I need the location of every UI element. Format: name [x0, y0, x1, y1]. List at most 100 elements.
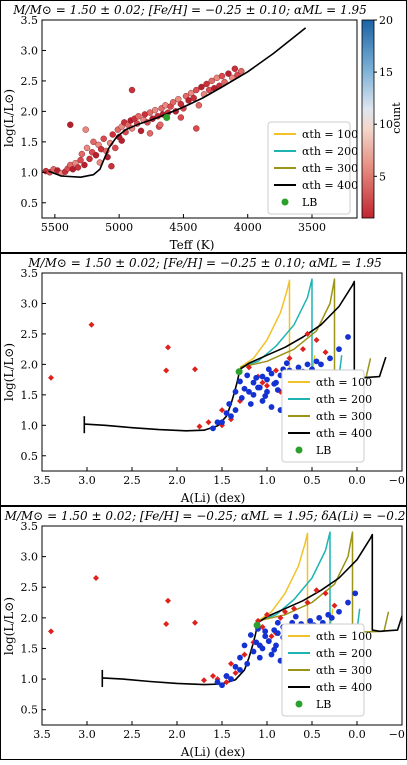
blue-data-point	[242, 386, 248, 392]
panel-3-y-axis-label: log(L/L⊙)	[2, 597, 16, 655]
blue-data-point	[352, 590, 358, 596]
legend-label: αth = 400	[302, 179, 358, 192]
x-tick-label: 1.0	[258, 474, 276, 487]
data-point	[81, 162, 87, 168]
panel-1-x-axis-label: Teff (K)	[170, 238, 215, 252]
blue-data-point	[260, 398, 266, 404]
x-tick-label: 5500	[41, 221, 69, 234]
colorbar-tick-label: 5	[379, 170, 386, 183]
x-tick-label: 5000	[105, 221, 133, 234]
blue-data-point	[219, 682, 225, 688]
y-tick-label: 1.0	[21, 673, 39, 686]
blue-data-point	[271, 381, 277, 387]
blue-data-point	[233, 389, 239, 395]
legend-marker-lb	[296, 447, 303, 454]
blue-data-point	[237, 667, 243, 673]
x-tick-label: 1.5	[213, 728, 231, 741]
blue-data-point	[305, 361, 311, 367]
panel-1: M/M⊙ = 1.50 ± 0.02; [Fe/H] = −0.25 ± 0.1…	[1, 1, 407, 253]
blue-data-point	[248, 401, 254, 407]
legend-label: αth = 100	[302, 128, 358, 141]
data-point	[135, 113, 141, 119]
data-point	[138, 128, 144, 134]
data-point	[112, 145, 118, 151]
lb-marker	[254, 622, 261, 629]
blue-data-point	[262, 628, 268, 634]
y-tick-label: 3.5	[21, 267, 39, 280]
y-tick-label: 3.0	[21, 297, 39, 310]
x-tick-label: 0.0	[348, 728, 366, 741]
data-point	[178, 114, 184, 120]
x-tick-label: 4500	[169, 221, 197, 234]
blue-data-point	[251, 392, 257, 398]
blue-data-point	[257, 385, 263, 391]
blue-data-point	[266, 366, 272, 372]
blue-data-point	[264, 377, 270, 383]
y-tick-label: 2.5	[21, 328, 39, 341]
panel-2-y-axis-label: log(L/L⊙)	[2, 343, 16, 401]
lb-marker	[163, 114, 170, 121]
legend-label: αth = 200	[302, 145, 358, 158]
blue-data-point	[253, 639, 259, 645]
data-point	[67, 122, 73, 128]
legend-label: αth = 400	[316, 427, 372, 440]
blue-data-point	[275, 620, 281, 626]
y-tick-label: 3.5	[21, 520, 39, 533]
y-tick-label: 1.0	[21, 419, 39, 432]
blue-data-point	[275, 387, 281, 393]
y-tick-label: 1.5	[21, 136, 39, 149]
blue-data-point	[271, 647, 277, 653]
blue-data-point	[244, 372, 250, 378]
data-point	[108, 163, 114, 169]
legend-label: LB	[302, 196, 317, 209]
blue-data-point	[269, 652, 275, 658]
y-tick-label: 3.0	[21, 551, 39, 564]
panel-1-title: M/M⊙ = 1.50 ± 0.02; [Fe/H] = −0.25 ± 0.1…	[12, 3, 366, 17]
legend-marker-lb	[282, 199, 289, 206]
data-point	[119, 138, 125, 144]
blue-data-point	[242, 643, 248, 649]
legend-label: LB	[316, 444, 331, 457]
blue-data-point	[284, 360, 290, 366]
x-tick-label: 3.5	[33, 728, 51, 741]
y-tick-label: 1.5	[21, 389, 39, 402]
legend-label: αth = 100	[316, 376, 372, 389]
colorbar-gradient	[362, 20, 374, 218]
y-tick-label: 2.5	[21, 581, 39, 594]
x-tick-label: 3.0	[78, 728, 96, 741]
y-tick-label: 1.0	[21, 166, 39, 179]
panel-2-title: M/M⊙ = 1.50 ± 0.02; [Fe/H] = −0.25 ± 0.1…	[27, 256, 381, 270]
blue-data-point	[316, 615, 322, 621]
data-point	[196, 102, 202, 108]
x-tick-label: 2.0	[168, 728, 186, 741]
lb-marker	[236, 368, 243, 375]
data-point	[152, 107, 158, 113]
legend-marker-lb	[296, 701, 303, 708]
blue-data-point	[329, 615, 335, 621]
x-tick-label: −0.5	[389, 474, 407, 487]
blue-data-point	[318, 361, 324, 367]
blue-data-point	[239, 395, 245, 401]
panel-3-x-axis-label: A(Li) (dex)	[180, 745, 246, 759]
blue-data-point	[251, 380, 257, 386]
blue-data-point	[244, 661, 250, 667]
blue-data-point	[345, 600, 351, 606]
blue-data-point	[233, 407, 239, 413]
legend-label: αth = 300	[316, 410, 372, 423]
y-tick-label: 0.5	[21, 450, 39, 463]
legend-label: αth = 300	[316, 664, 372, 677]
data-point	[78, 157, 84, 163]
x-tick-label: 2.0	[168, 474, 186, 487]
data-point	[219, 73, 225, 79]
x-tick-label: 2.5	[123, 728, 141, 741]
blue-data-point	[226, 401, 232, 407]
colorbar-tick-label: 15	[379, 66, 393, 79]
blue-data-point	[228, 676, 234, 682]
panel-3-title: M/M⊙ = 1.50 ± 0.02; [Fe/H] = −0.25; αML …	[4, 509, 406, 523]
y-tick-label: 0.5	[21, 704, 39, 717]
data-point	[93, 152, 99, 158]
blue-data-point	[228, 413, 234, 419]
